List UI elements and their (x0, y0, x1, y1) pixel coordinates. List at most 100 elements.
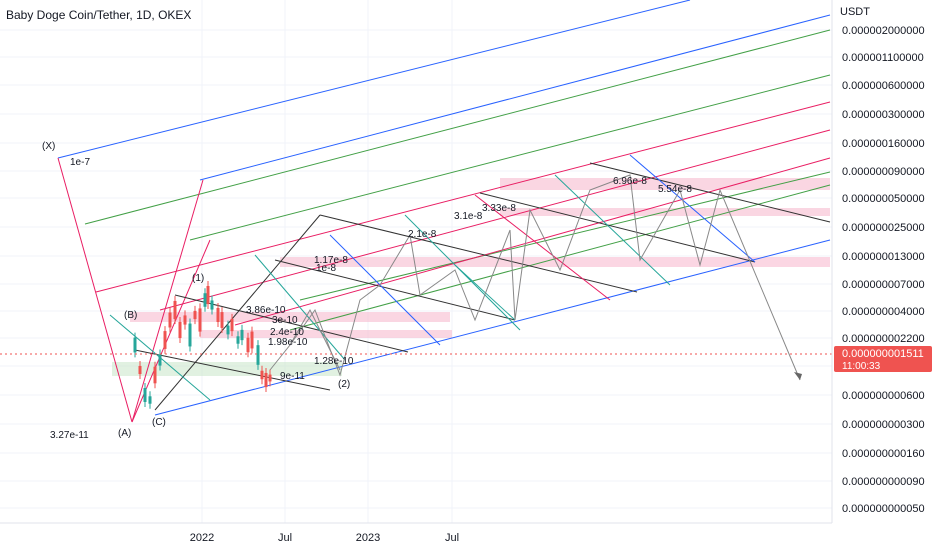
fan-lines-green (84, 29, 831, 331)
wave-label: (1) (192, 273, 204, 284)
price-tick-label: 0.000000007000 (842, 279, 925, 291)
fan-line (189, 74, 831, 241)
price-axis[interactable]: 0.000002000000 0.000001100000 0.0000006000… (842, 25, 925, 515)
price-tick-label: 0.000000600000 (842, 80, 925, 92)
price-annotation: 1e-8 (316, 263, 336, 274)
price-badge-countdown: 11:00:33 (842, 361, 881, 372)
candle-body (148, 396, 152, 404)
candle-body (240, 329, 244, 341)
price-tick-label: 0.000000000090 (842, 476, 925, 488)
fan-line (234, 157, 831, 326)
price-annotation: 1e-7 (70, 157, 90, 168)
cross-line (254, 254, 346, 361)
price-annotation: 3.1e-8 (454, 211, 483, 222)
candle-body (260, 370, 264, 380)
candle-body (250, 331, 254, 349)
candle-body (203, 293, 207, 307)
time-axis[interactable]: 2022 Jul 2023 Jul (190, 532, 459, 544)
zone-band (280, 257, 830, 267)
dark-line (274, 259, 516, 321)
candle-body (133, 337, 137, 353)
cross-line (329, 234, 441, 346)
zone-band (130, 312, 450, 322)
price-tick-label: 0.000000004000 (842, 306, 925, 318)
channel-lines (57, 0, 831, 416)
dark-channel-lines (134, 162, 831, 411)
fan-line (289, 184, 831, 331)
dark-line (479, 192, 756, 263)
annotations: 1e-7 3.27e-11 3.86e-103e-102.4e-101.98e-10… (50, 157, 692, 441)
axis-currency: USDT (840, 6, 870, 18)
cross-line (629, 154, 756, 263)
price-annotation: 6.96e-8 (613, 176, 647, 187)
price-tick-label: 0.000002000000 (842, 25, 925, 37)
price-tick-label: 0.000000000300 (842, 419, 925, 431)
wave-label: (A) (118, 428, 131, 439)
price-tick-label: 0.000000000600 (842, 390, 925, 402)
price-tick-label: 0.000001100000 (842, 52, 924, 64)
candle-body (188, 323, 192, 347)
price-tick-label: 0.000000050000 (842, 193, 925, 205)
candle-body (210, 300, 214, 310)
wave-label: (2) (338, 379, 350, 390)
price-annotation: 3e-10 (272, 315, 298, 326)
dark-line (319, 214, 638, 293)
candle-body (153, 366, 157, 384)
candle-body (236, 336, 240, 344)
time-tick-label: 2023 (356, 532, 380, 544)
candle-body (163, 331, 167, 349)
price-tick-label: 0.000000300000 (842, 109, 925, 121)
zone-band (200, 330, 452, 338)
fan-line (299, 171, 831, 301)
price-tick-label: 0.000000013000 (842, 251, 925, 263)
price-annotation: 5.54e-8 (658, 184, 692, 195)
wave-label: (X) (42, 141, 55, 152)
wave-x-a (57, 157, 133, 423)
cross-line (454, 264, 516, 321)
time-tick-label: 2022 (190, 532, 214, 544)
channel-inner-line (199, 14, 831, 181)
cross-line (554, 174, 671, 286)
price-tick-label: 0.000000090000 (842, 166, 925, 178)
price-tick-label: 0.000000000050 (842, 503, 925, 515)
fan-line (84, 29, 831, 225)
candle-body (173, 300, 177, 320)
wave-labels: (X) (A) (B) (C) (1) (2) (42, 141, 350, 439)
price-tick-label: 0.000000000160 (842, 448, 925, 460)
price-tick-label: 0.000000002200 (842, 333, 925, 345)
candle-body (264, 372, 268, 388)
dark-line (134, 349, 331, 391)
projection-arrow-head (794, 372, 802, 380)
cross-line (474, 194, 611, 301)
candle-body (256, 345, 260, 365)
grid (0, 0, 832, 523)
candle-body (216, 307, 220, 323)
price-annotation: 3.33e-8 (482, 203, 516, 214)
candle-body (183, 315, 187, 325)
price-badge-bg (834, 346, 932, 372)
candle-body (226, 325, 230, 335)
price-annotation: 1.98e-10 (268, 337, 308, 348)
price-annotation: 2.4e-10 (270, 327, 304, 338)
price-tick-label: 0.000000025000 (842, 222, 925, 234)
price-badge-value: 0.000000001511 (842, 348, 924, 360)
projection-path-2 (269, 308, 341, 371)
price-badge: 0.000000001511 11:00:33 (834, 346, 932, 372)
dark-line (154, 214, 321, 411)
price-annotation: 3.27e-11 (50, 430, 89, 441)
fan-line (95, 101, 831, 293)
candle-body (193, 310, 197, 320)
price-annotation: 1.28e-10 (314, 356, 354, 367)
candles (133, 280, 272, 409)
price-annotation: 3.86e-10 (246, 305, 286, 316)
chart-title: Baby Doge Coin/Tether, 1D, OKEX (6, 8, 191, 22)
wave-label: (B) (124, 310, 137, 321)
fan-line (159, 129, 831, 311)
cross-lines (109, 154, 756, 401)
candle-body (143, 388, 147, 402)
candle-body (178, 321, 182, 339)
price-tick-label: 0.000000160000 (842, 138, 925, 150)
candle-body (268, 374, 272, 382)
time-tick-label: Jul (445, 532, 459, 544)
